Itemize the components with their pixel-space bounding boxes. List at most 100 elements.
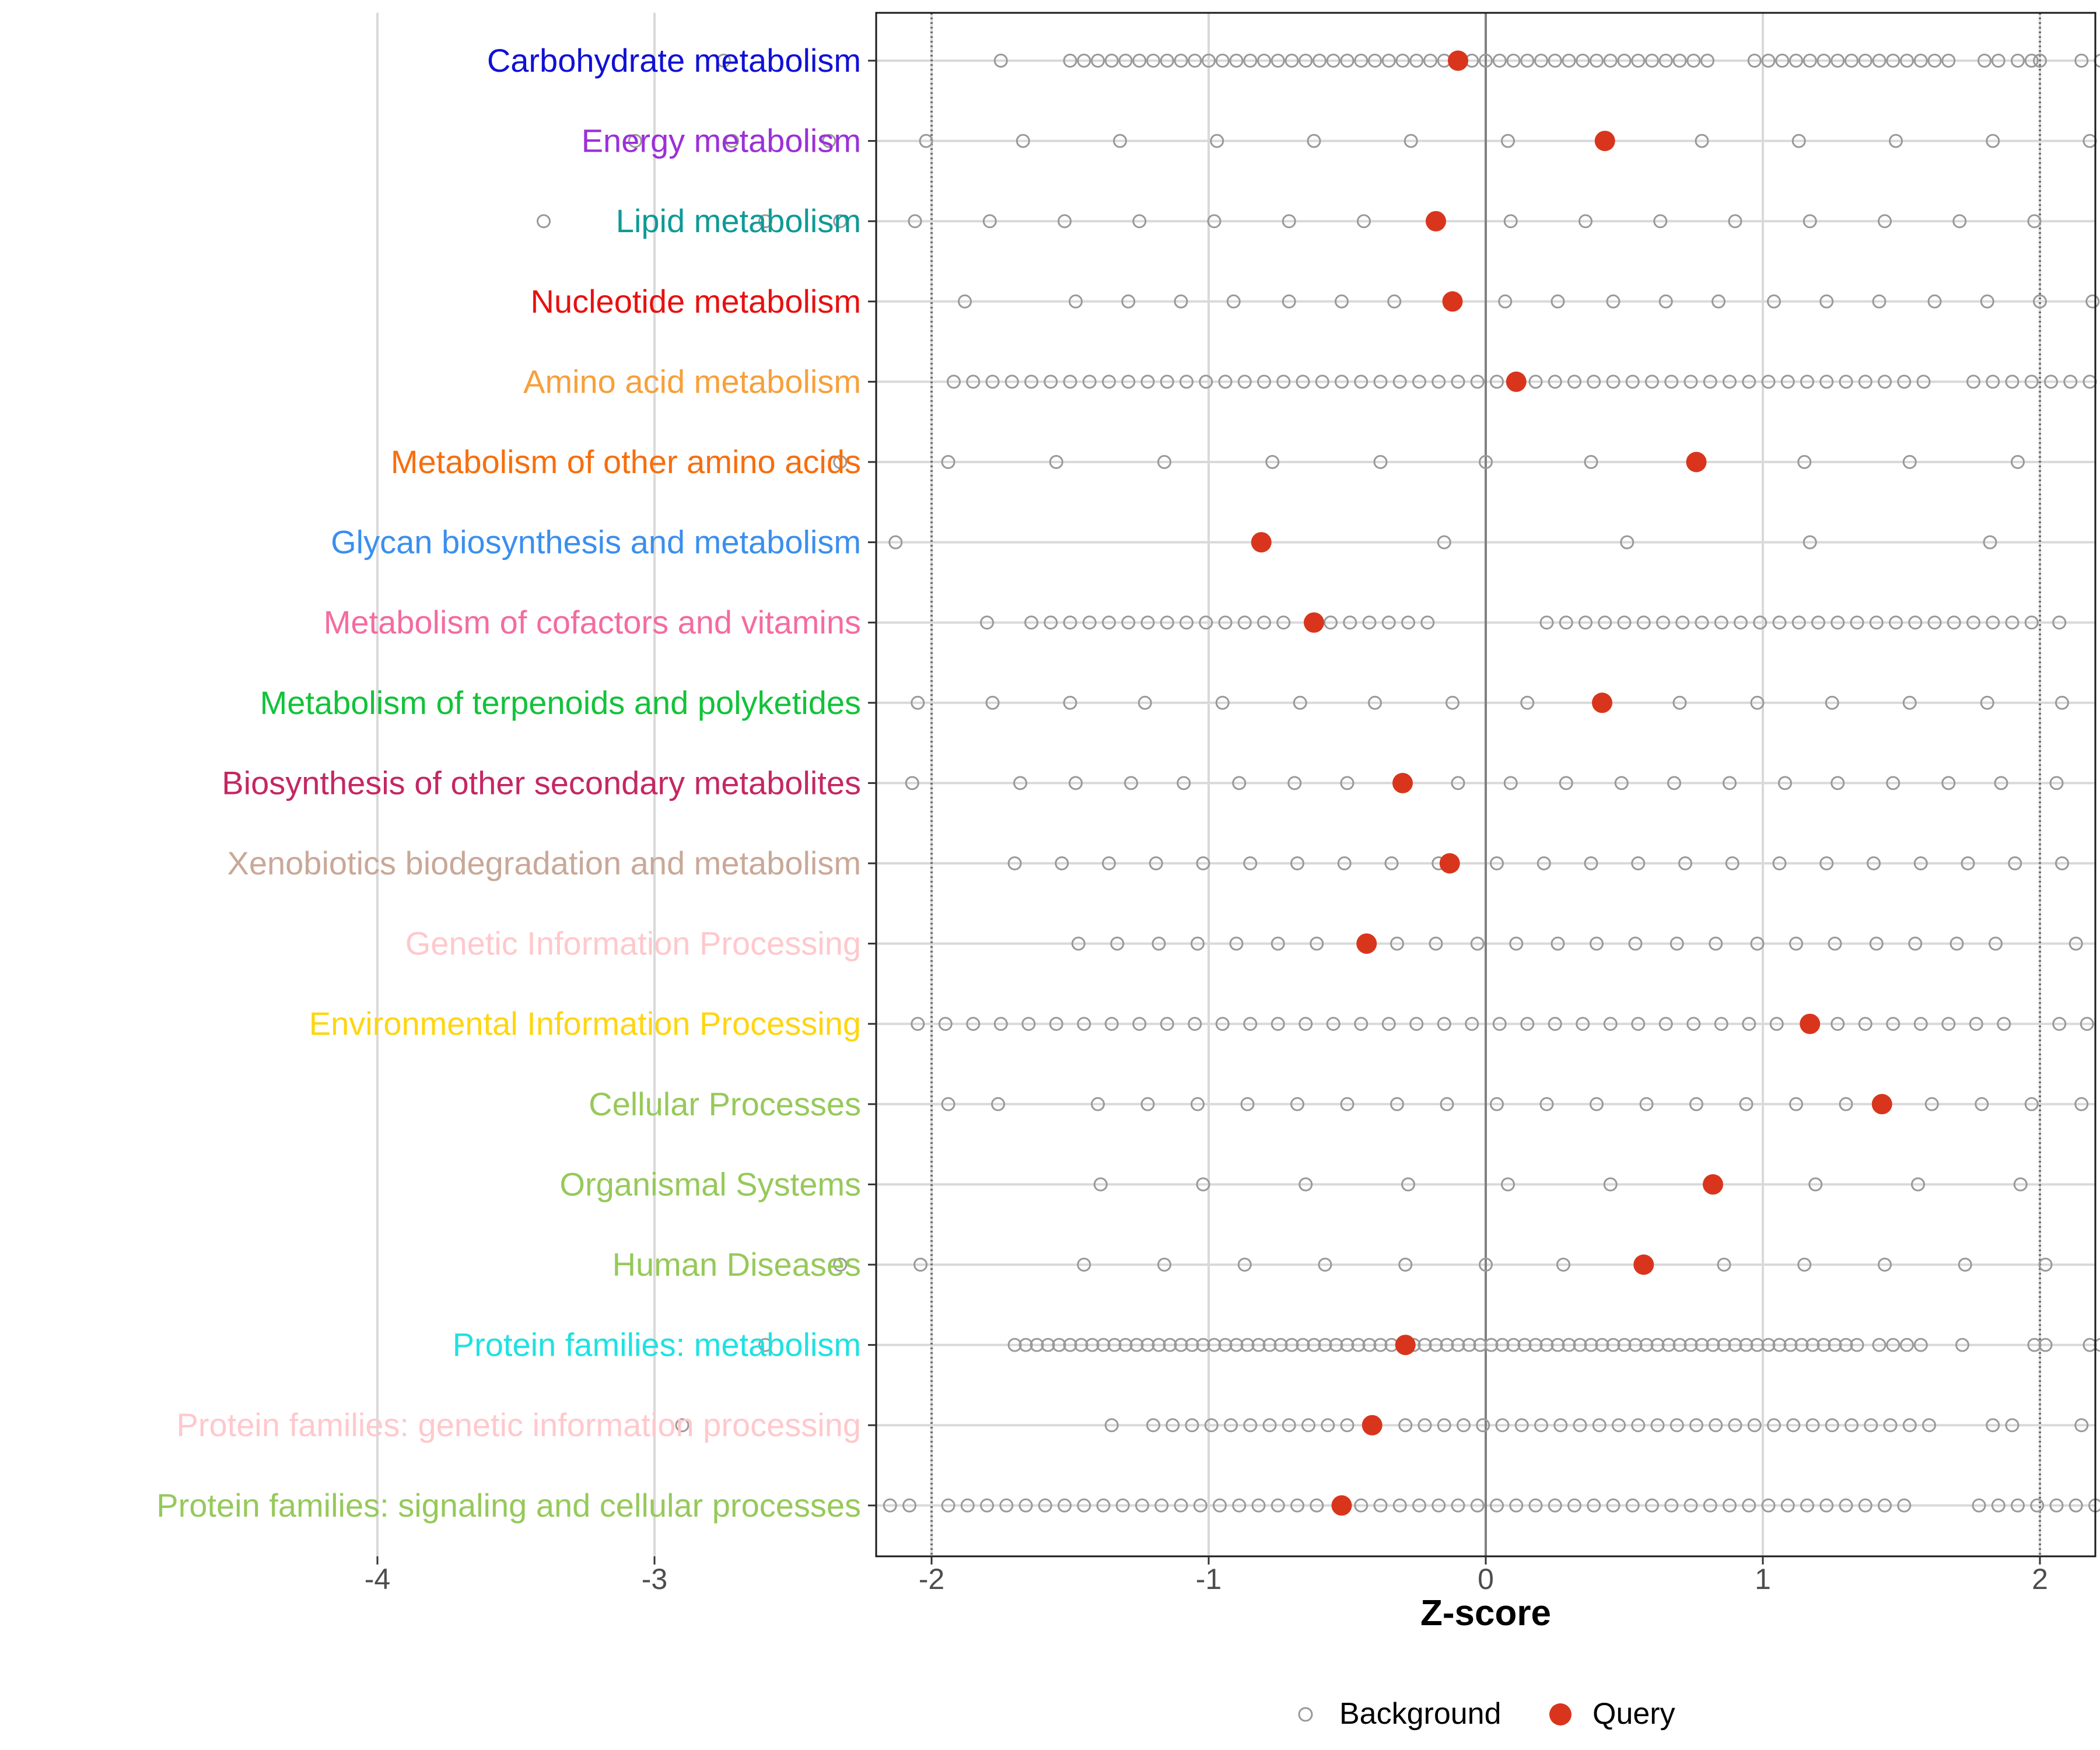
background-point [1845, 54, 1859, 68]
background-point [1980, 294, 1994, 309]
background-point [1714, 1017, 1728, 1031]
background-point [1381, 1017, 1396, 1031]
background-point [2005, 374, 2020, 389]
background-point [1684, 374, 1698, 389]
legend-background-marker [1298, 1707, 1313, 1722]
x-tick-label: -2 [919, 1563, 944, 1595]
background-point [1658, 294, 1673, 309]
background-point [1257, 615, 1271, 630]
background-point [1058, 214, 1072, 229]
background-point [1196, 1338, 1210, 1352]
background-point [1180, 374, 1194, 389]
background-point [911, 695, 925, 710]
background-point [1326, 1017, 1340, 1031]
background-point [1082, 615, 1097, 630]
background-point [1883, 1418, 1898, 1433]
background-point [1728, 1418, 1742, 1433]
background-point [1886, 1338, 1901, 1352]
background-point [1362, 1338, 1377, 1352]
background-point [1742, 1498, 1756, 1513]
background-point [1307, 134, 1321, 148]
background-point [1226, 294, 1241, 309]
query-point [1506, 371, 1527, 392]
query-point [1594, 131, 1615, 152]
background-point [1049, 1017, 1063, 1031]
background-point [2044, 374, 2058, 389]
background-point [1495, 1338, 1510, 1352]
background-point [1063, 615, 1077, 630]
background-point [1869, 936, 1884, 951]
background-point [2068, 936, 2083, 951]
background-point [1559, 776, 1573, 790]
query-point [1633, 1254, 1654, 1275]
background-point [1390, 1097, 1404, 1111]
background-point [1343, 615, 1357, 630]
background-point [1063, 695, 1077, 710]
background-point [1994, 776, 2008, 790]
background-point [1670, 1418, 1684, 1433]
background-point [1492, 1017, 1507, 1031]
background-point [1831, 615, 1845, 630]
background-point [1049, 455, 1063, 469]
background-point [1337, 856, 1352, 870]
category-label: Protein families: genetic information pr… [177, 1406, 861, 1443]
background-point [1503, 776, 1518, 790]
background-point [2030, 1498, 2045, 1513]
background-point [1498, 294, 1513, 309]
background-point [1024, 615, 1038, 630]
background-point [1670, 936, 1684, 951]
background-point [2024, 615, 2039, 630]
background-point [725, 134, 739, 148]
background-point [1381, 54, 1396, 68]
background-point [1232, 1498, 1247, 1513]
background-point [1780, 1498, 1795, 1513]
category-label: Xenobiotics biodegradation and metabolis… [228, 845, 861, 881]
background-point [1132, 54, 1147, 68]
background-point [1160, 374, 1174, 389]
background-point [1878, 1258, 1892, 1272]
background-point [1041, 1338, 1055, 1352]
background-point [1479, 455, 1493, 469]
background-point [1102, 374, 1116, 389]
background-point [833, 455, 848, 469]
background-point [1262, 1338, 1277, 1352]
background-point [1897, 374, 1912, 389]
background-point [1625, 1498, 1640, 1513]
x-tick-label: -4 [365, 1563, 390, 1595]
background-point [1218, 1338, 1233, 1352]
background-point [2049, 776, 2064, 790]
background-point [1174, 54, 1188, 68]
background-point [758, 214, 772, 229]
background-point [980, 1498, 994, 1513]
background-point [1750, 695, 1765, 710]
background-point [1298, 1177, 1313, 1192]
background-point [537, 214, 551, 229]
background-point [1440, 1097, 1454, 1111]
background-point [1063, 54, 1077, 68]
background-point [960, 1498, 975, 1513]
background-point [1024, 374, 1038, 389]
background-point [1257, 54, 1271, 68]
background-point [1093, 1177, 1108, 1192]
background-point [1457, 1418, 1471, 1433]
background-point [1628, 936, 1643, 951]
background-point [1916, 374, 1931, 389]
background-point [1251, 1338, 1266, 1352]
background-point [1177, 776, 1191, 790]
background-points [537, 54, 2100, 1513]
background-point [1251, 1498, 1266, 1513]
background-point [1196, 856, 1210, 870]
category-label: Protein families: signaling and cellular… [156, 1487, 861, 1524]
background-point [1805, 1418, 1820, 1433]
background-point [1664, 374, 1679, 389]
background-point [1492, 54, 1507, 68]
query-point [1426, 211, 1446, 232]
background-point [1672, 1338, 1687, 1352]
x-axis-title: Z-score [1420, 1593, 1551, 1633]
background-point [1270, 54, 1285, 68]
background-point [1886, 54, 1901, 68]
background-point [1709, 936, 1723, 951]
background-point [1340, 1338, 1354, 1352]
background-point [675, 1418, 690, 1433]
background-point [1528, 374, 1543, 389]
